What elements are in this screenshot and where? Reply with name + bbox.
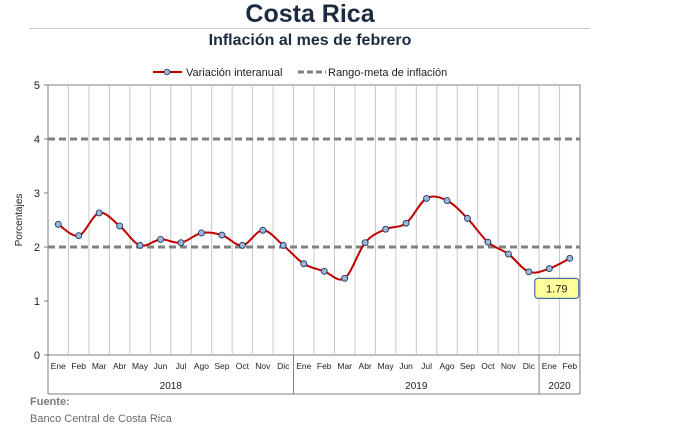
y-tick-label: 2 <box>34 242 40 254</box>
x-tick-label: Abr <box>359 361 372 371</box>
x-tick-label: Oct <box>236 361 250 371</box>
data-point <box>75 232 83 240</box>
data-point <box>341 274 349 282</box>
legend-marker-icon <box>163 68 171 76</box>
x-tick-label: May <box>378 361 395 371</box>
x-tick-label: May <box>132 361 149 371</box>
data-point <box>218 231 226 239</box>
x-tick-label: Dic <box>277 361 290 371</box>
x-tick-label: Ago <box>439 361 454 371</box>
x-tick-label: Feb <box>562 361 577 371</box>
annotation-label: 1.79 <box>546 283 567 295</box>
x-tick-label: Jul <box>421 361 432 371</box>
y-tick-label: 5 <box>34 80 40 92</box>
x-tick-label: Ene <box>296 361 311 371</box>
year-label: 2020 <box>548 381 571 392</box>
data-point <box>177 239 185 247</box>
data-point <box>320 267 328 275</box>
data-point <box>484 238 492 246</box>
x-tick-label: Ene <box>51 361 66 371</box>
inflation-chart: Variación interanual Rango-meta de infla… <box>14 67 581 395</box>
data-point <box>54 220 62 228</box>
data-point <box>279 241 287 249</box>
x-tick-label: Sep <box>460 361 475 371</box>
data-point <box>443 197 451 205</box>
y-tick-label: 3 <box>34 188 40 200</box>
x-tick-label: Oct <box>481 361 495 371</box>
data-point <box>525 268 533 276</box>
y-tick-label: 0 <box>34 350 40 362</box>
source-value: Banco Central de Costa Rica <box>30 413 172 425</box>
x-tick-label: Feb <box>71 361 86 371</box>
x-tick-label: Jun <box>154 361 168 371</box>
page-title: Costa Rica <box>245 0 375 28</box>
x-tick-label: Jun <box>399 361 413 371</box>
data-point <box>361 239 369 247</box>
chart-legend: Variación interanual Rango-meta de infla… <box>153 67 447 79</box>
data-point <box>504 250 512 258</box>
x-tick-label: Jul <box>176 361 187 371</box>
x-tick-label: Mar <box>337 361 352 371</box>
data-point <box>300 260 308 268</box>
x-tick-label: Mar <box>92 361 107 371</box>
plot-area: 0 1 2 3 4 5 1.79 Ene Feb Mar Abr May Jun Jul Ago Sep Oct… <box>34 80 581 395</box>
data-point <box>464 214 471 222</box>
data-point <box>116 222 124 230</box>
x-tick-label: Abr <box>113 361 126 371</box>
x-tick-label: Nov <box>501 361 517 371</box>
source-label: Fuente: <box>30 396 70 408</box>
data-point <box>259 226 267 234</box>
annotation-box <box>534 277 580 299</box>
x-tick-label: Nov <box>255 361 271 371</box>
data-point <box>423 194 430 202</box>
data-point <box>157 235 164 243</box>
x-tick-label: Sep <box>214 361 229 371</box>
chart-subtitle: Inflación al mes de febrero <box>208 32 412 49</box>
legend-range-label: Rango-meta de inflación <box>328 67 447 79</box>
year-label: 2018 <box>160 381 183 392</box>
year-label: 2019 <box>405 381 428 392</box>
data-point <box>545 265 553 273</box>
x-tick-label: Feb <box>317 361 332 371</box>
y-tick-label: 4 <box>34 134 40 146</box>
data-point <box>238 241 246 249</box>
data-point <box>402 219 410 227</box>
x-tick-label: Ene <box>542 361 557 371</box>
data-point <box>198 229 205 237</box>
legend-series-label: Variación interanual <box>186 67 282 79</box>
data-point <box>382 225 390 233</box>
data-point <box>566 254 574 262</box>
data-point <box>95 209 103 217</box>
y-tick-label: 1 <box>34 296 40 308</box>
y-axis-label: Porcentajes <box>14 194 25 247</box>
data-point <box>136 241 144 249</box>
x-tick-label: Ago <box>194 361 209 371</box>
x-tick-label: Dic <box>523 361 536 371</box>
title-divider <box>30 28 590 29</box>
